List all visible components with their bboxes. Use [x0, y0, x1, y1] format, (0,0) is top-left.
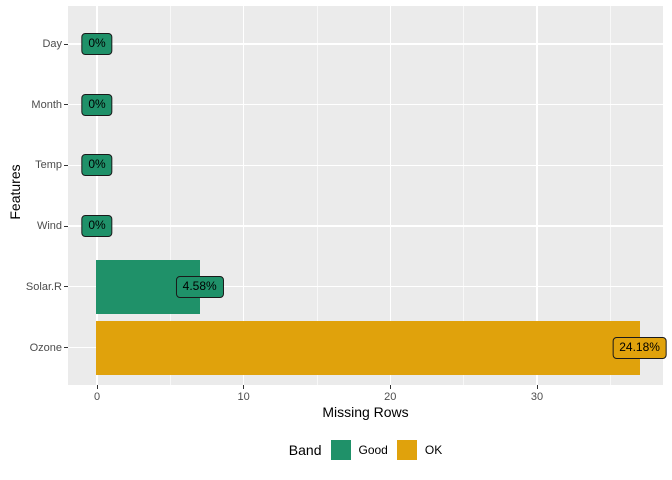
y-tick	[63, 347, 68, 348]
legend-title: Band	[288, 442, 322, 458]
bar-value-label: 0%	[81, 33, 113, 55]
x-tick-label: 10	[237, 391, 250, 403]
gridline-major-y	[68, 225, 663, 227]
bar-value-label: 0%	[81, 93, 113, 116]
bar-value-label: 0%	[81, 215, 113, 238]
plot-panel	[68, 6, 663, 385]
gridline-major-x	[242, 6, 245, 385]
legend-entry: Good	[330, 440, 388, 460]
bar-value-label: 4.58%	[175, 275, 224, 298]
x-tick	[389, 385, 391, 389]
x-axis-title: Missing Rows	[322, 404, 409, 420]
x-tick-label: 30	[530, 391, 544, 403]
x-tick	[96, 385, 98, 389]
gridline-major-y	[68, 104, 663, 106]
gridline-minor-x	[609, 6, 611, 385]
bar-value-label: 0%	[81, 154, 113, 177]
x-tick	[536, 385, 538, 389]
x-tick	[243, 385, 245, 389]
y-tick-label: Wind	[36, 220, 62, 233]
gridline-major-x	[389, 6, 391, 385]
gridline-major-y	[68, 286, 663, 288]
legend-label: Good	[358, 443, 388, 457]
legend-swatch-good	[330, 440, 351, 460]
legend-keys: Good OK	[330, 440, 443, 460]
y-tick	[63, 164, 68, 166]
x-tick-label: 0	[93, 391, 101, 403]
bar-value-label: 24.18%	[612, 336, 667, 359]
gridline-minor-x	[316, 6, 318, 385]
gridline-minor-x	[463, 6, 465, 385]
gridline-major-y	[68, 164, 663, 167]
gridline-major-y	[68, 43, 663, 45]
y-tick	[63, 286, 68, 288]
y-axis-title: Features	[7, 163, 23, 220]
y-tick	[63, 225, 68, 227]
legend-entry: OK	[396, 440, 443, 460]
legend: Band Good OK	[0, 440, 672, 460]
y-tick-label: Temp	[35, 159, 62, 172]
legend-swatch-ok	[396, 440, 417, 460]
y-tick	[63, 43, 68, 45]
y-tick	[63, 104, 68, 106]
legend-label: OK	[424, 443, 443, 457]
y-tick-label: Ozone	[29, 341, 62, 354]
y-tick-label: Month	[31, 98, 62, 111]
y-tick-label: Day	[42, 38, 62, 50]
gridline-major-x	[96, 6, 98, 385]
gridline-major-x	[536, 6, 538, 385]
x-tick-label: 20	[384, 391, 397, 403]
y-tick-label: Solar.R	[25, 280, 62, 293]
gridline-minor-x	[169, 6, 171, 385]
bar	[96, 320, 640, 375]
